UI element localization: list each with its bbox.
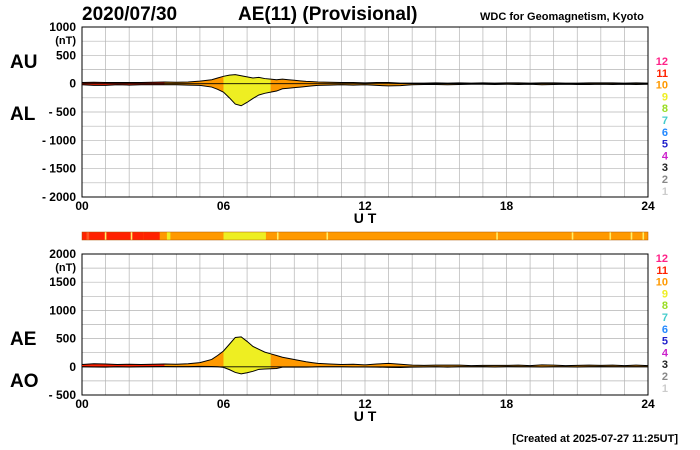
plot-title: AE(11) (Provisional)	[238, 4, 418, 25]
activity-color-segment	[82, 232, 87, 240]
series-line-au	[81, 74, 649, 84]
y-tick-label: - 1500	[42, 162, 76, 176]
scale-level-label: 4	[662, 150, 669, 162]
scale-level-label: 8	[662, 300, 668, 312]
y-tick-label: - 500	[49, 105, 77, 119]
y-tick-label: 2000	[49, 247, 76, 261]
activity-fill-area	[223, 336, 271, 374]
y-tick-label: - 1000	[42, 133, 76, 147]
scale-level-label: 6	[662, 127, 668, 139]
activity-color-bar-frame	[81, 231, 649, 241]
x-tick-label: 18	[500, 199, 514, 213]
scale-level-label: 6	[662, 324, 668, 336]
activity-color-tick	[642, 232, 645, 240]
activity-color-segment	[223, 232, 266, 240]
y-unit-label: (nT)	[55, 35, 76, 47]
activity-color-segment	[159, 232, 167, 240]
scale-level-label: 7	[662, 312, 668, 324]
activity-color-tick	[496, 232, 498, 240]
scale-level-label: 4	[662, 347, 669, 359]
x-tick-label: 00	[75, 199, 89, 213]
x-axis-label: U T	[354, 210, 377, 226]
y-tick-label: - 2000	[42, 190, 76, 204]
scale-level-label: 3	[662, 162, 668, 174]
plot-frame	[81, 253, 649, 396]
scale-level-label: 2	[662, 174, 668, 186]
activity-color-tick	[276, 232, 279, 240]
data-source-label: WDC for Geomagnetism, Kyoto	[480, 11, 644, 23]
scale-level-label: 9	[662, 91, 668, 103]
x-tick-label: 18	[500, 397, 514, 411]
scale-level-label: 5	[662, 336, 668, 348]
activity-color-tick	[104, 232, 107, 240]
ao-label: AO	[10, 371, 39, 392]
al-label: AL	[10, 104, 36, 125]
series-line-ae	[81, 336, 649, 367]
activity-color-tick	[630, 232, 633, 240]
y-tick-label: 500	[56, 332, 76, 346]
x-tick-label: 24	[641, 199, 655, 213]
ae-label: AE	[10, 329, 37, 350]
activity-color-segment	[166, 232, 171, 240]
activity-color-segment	[265, 232, 648, 240]
x-tick-label: 06	[217, 397, 231, 411]
y-tick-label: 1000	[49, 303, 76, 317]
x-axis-label: U T	[354, 408, 377, 424]
scale-level-label: 11	[656, 265, 668, 277]
activity-fill-area	[223, 74, 271, 106]
activity-color-tick	[609, 232, 612, 240]
y-tick-label: - 500	[49, 388, 77, 402]
activity-color-segment	[86, 232, 90, 240]
y-tick-label: 0	[69, 77, 76, 91]
scale-level-label: 3	[662, 359, 668, 371]
scale-level-label: 8	[662, 103, 668, 115]
x-tick-label: 12	[358, 199, 372, 213]
created-timestamp: [Created at 2025-07-27 11:25UT]	[512, 433, 678, 445]
scale-level-label: 7	[662, 115, 668, 127]
activity-color-segment	[89, 232, 144, 240]
scale-level-label: 1	[662, 186, 668, 198]
y-tick-label: 0	[69, 360, 76, 374]
y-unit-label: (nT)	[55, 262, 76, 274]
activity-color-tick	[130, 232, 133, 240]
scale-level-label: 11	[656, 68, 668, 80]
activity-color-tick	[326, 232, 329, 240]
scale-level-label: 10	[656, 80, 668, 92]
activity-color-segment	[143, 232, 160, 240]
plot-date: 2020/07/30	[82, 4, 178, 25]
au-label: AU	[10, 52, 38, 73]
scale-level-label: 9	[662, 288, 668, 300]
activity-color-segment	[170, 232, 224, 240]
scale-level-label: 5	[662, 139, 668, 151]
scale-level-label: 2	[662, 371, 668, 383]
plot-frame	[81, 26, 649, 198]
scale-level-label: 12	[656, 56, 668, 68]
y-tick-label: 500	[56, 48, 76, 62]
activity-color-tick	[571, 232, 574, 240]
x-tick-label: 12	[358, 397, 372, 411]
x-tick-label: 06	[217, 199, 231, 213]
activity-fill-area	[164, 351, 224, 368]
scale-level-label: 1	[662, 383, 668, 395]
scale-level-label: 10	[656, 277, 668, 289]
series-line-al	[81, 83, 649, 107]
y-tick-label: 1500	[49, 275, 76, 289]
x-tick-label: 24	[641, 397, 655, 411]
y-tick-label: 1000	[49, 20, 76, 34]
scale-level-label: 12	[656, 253, 668, 265]
x-tick-label: 00	[75, 397, 89, 411]
